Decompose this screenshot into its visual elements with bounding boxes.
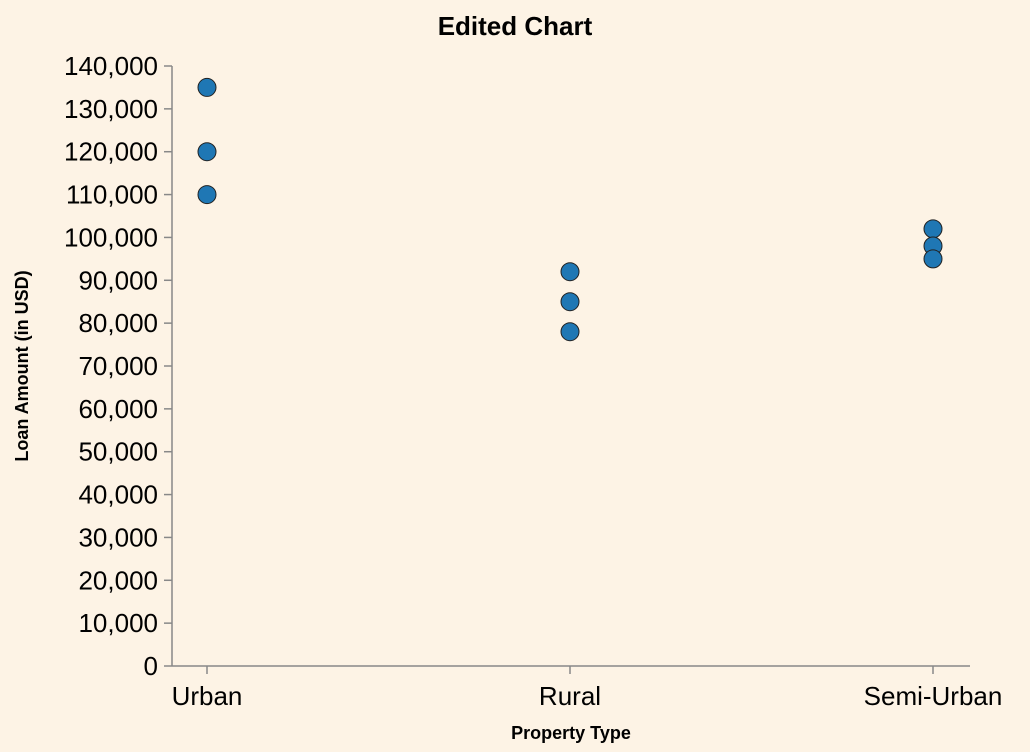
- chart-title: Edited Chart: [438, 11, 593, 41]
- y-tick-label: 90,000: [78, 265, 158, 295]
- data-points: [197, 77, 943, 342]
- data-point: [197, 142, 217, 162]
- y-tick-label: 110,000: [66, 180, 158, 210]
- y-axis: 0 10,000 20,000 30,000 40,000 50,000 60,000 70,…: [64, 51, 173, 681]
- y-tick-label: 40,000: [78, 480, 158, 510]
- data-point: [197, 185, 217, 205]
- y-tick-label: 80,000: [78, 308, 158, 338]
- data-point: [923, 249, 943, 269]
- y-tick-label: 120,000: [64, 137, 158, 167]
- y-tick-label: 140,000: [64, 51, 158, 81]
- x-tick-label: Rural: [539, 681, 601, 711]
- y-axis-label: Loan Amount (in USD): [12, 270, 32, 461]
- x-axis: Urban Rural Semi-Urban: [172, 665, 1003, 711]
- data-point: [197, 77, 217, 97]
- data-point: [560, 292, 580, 312]
- y-tick-label: 130,000: [64, 94, 158, 124]
- y-tick-label: 50,000: [78, 437, 158, 467]
- y-tick-label: 60,000: [78, 394, 158, 424]
- y-tick-label: 10,000: [78, 608, 158, 638]
- y-tick-label: 20,000: [78, 565, 158, 595]
- data-point: [560, 262, 580, 282]
- x-tick-label: Urban: [172, 681, 243, 711]
- data-point: [560, 322, 580, 342]
- y-tick-label: 30,000: [78, 522, 158, 552]
- x-tick-label: Semi-Urban: [864, 681, 1003, 711]
- data-point: [923, 219, 943, 239]
- x-axis-label: Property Type: [511, 723, 631, 743]
- y-tick-label: 0: [144, 651, 158, 681]
- y-tick-label: 70,000: [78, 351, 158, 381]
- y-tick-label: 100,000: [64, 222, 158, 252]
